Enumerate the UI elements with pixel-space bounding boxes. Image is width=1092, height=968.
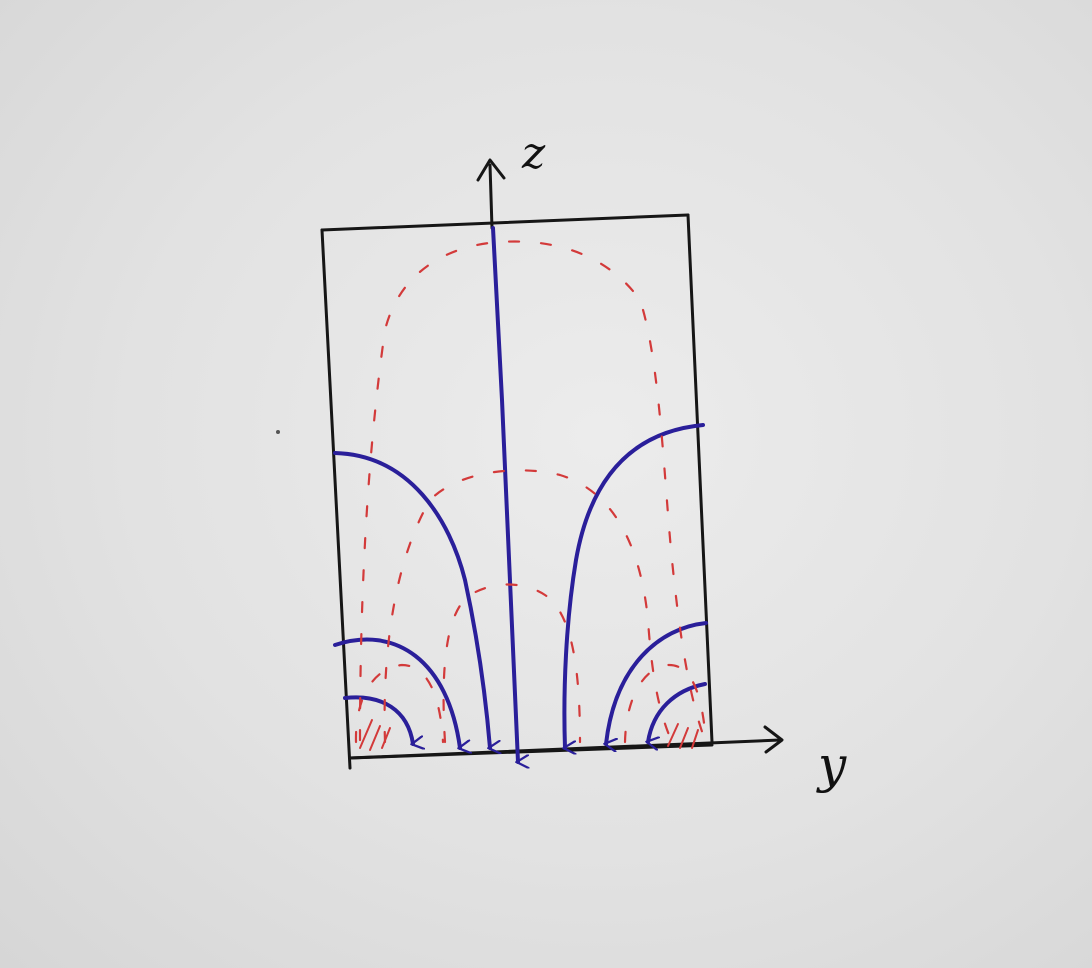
field-line-left-middle (333, 637, 460, 748)
y-axis-label: y (816, 736, 847, 794)
contour-right-arc (623, 663, 708, 744)
paper-speck (276, 430, 280, 434)
field-line-right-outer (564, 423, 705, 748)
contour-left-arc (354, 663, 445, 744)
rectangle-frame (320, 213, 714, 770)
z-axis-label: z (521, 128, 546, 179)
contour-inner-loop (383, 469, 674, 744)
contour-center-arc (442, 583, 582, 744)
contour-outer-loop (358, 240, 707, 742)
field-line-right-middle (606, 621, 708, 744)
field-line-right-inner (648, 682, 707, 742)
dashed-contours (354, 240, 708, 744)
field-line-left-outer (333, 451, 490, 748)
red-hatch-marks (359, 719, 699, 751)
field-line-left-inner (343, 695, 413, 744)
z-axis (476, 158, 506, 230)
field-lines (333, 226, 708, 762)
field-line-center (491, 226, 518, 762)
